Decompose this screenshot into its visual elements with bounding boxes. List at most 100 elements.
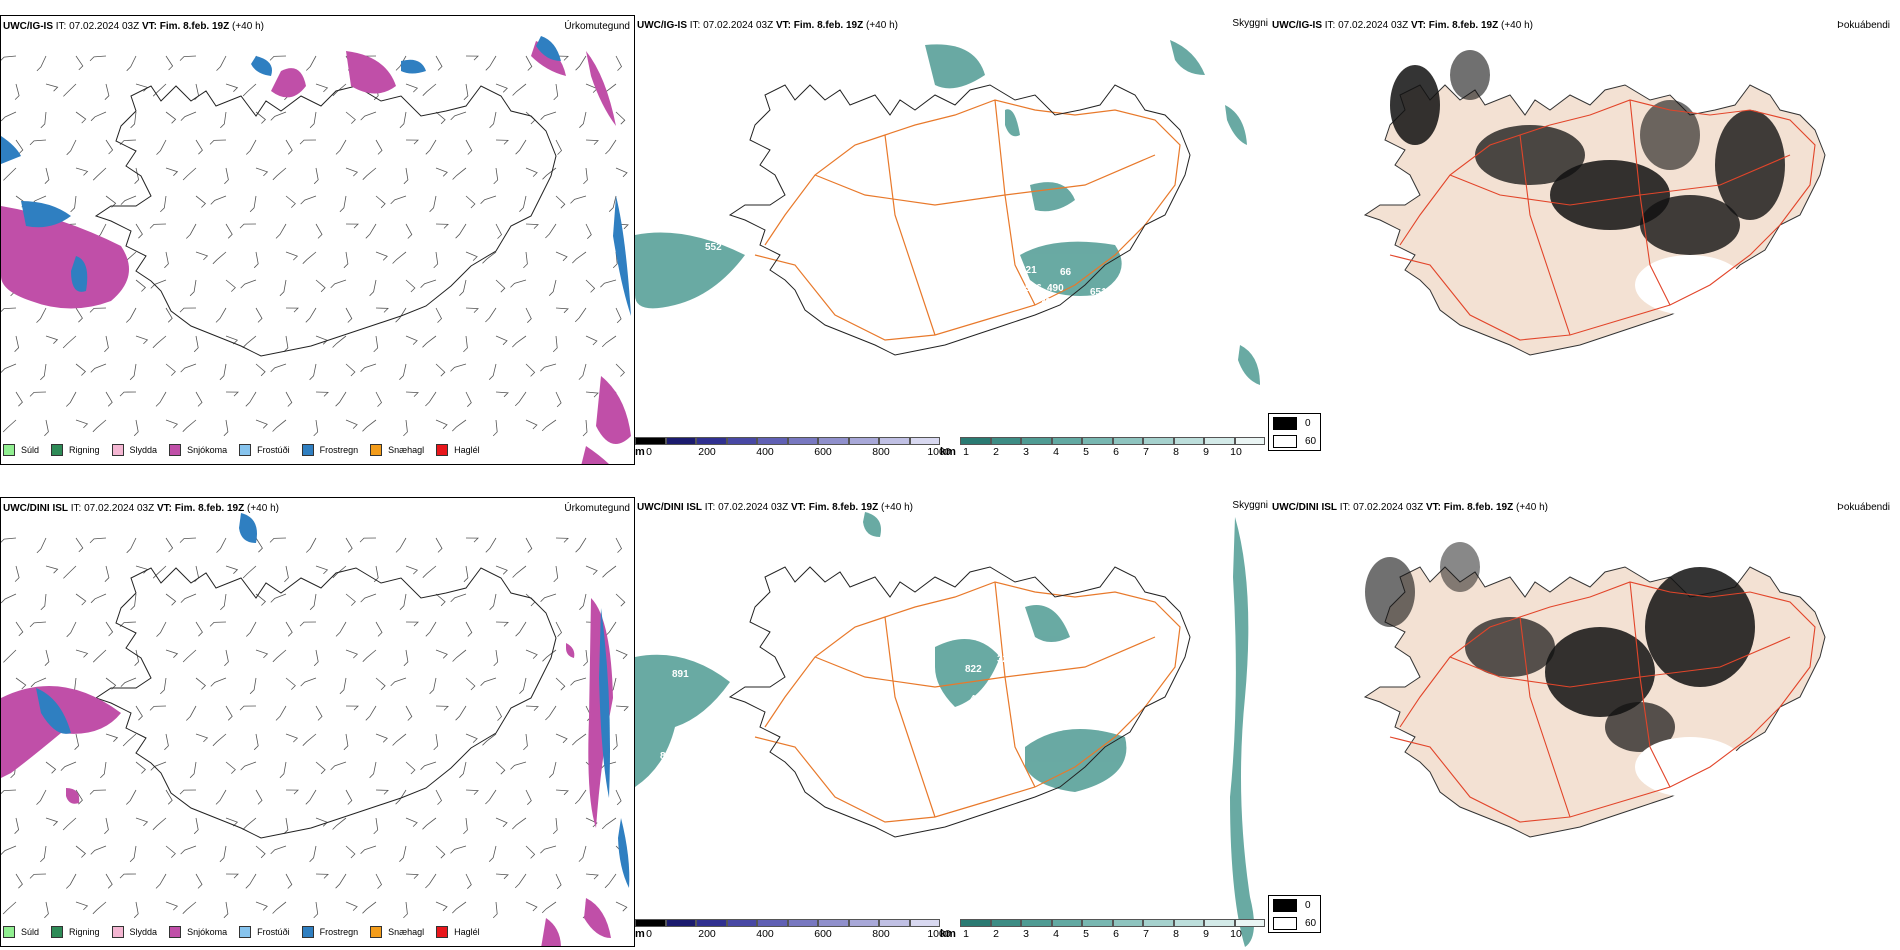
panel-title: UWC/IG-IS IT: 07.02.2024 03Z VT: Fim. 8.…: [3, 21, 264, 32]
panel-type-label: Úrkomutegund: [564, 21, 630, 32]
swatch: [301, 444, 314, 456]
swatch: [111, 444, 124, 456]
swatch: [239, 926, 252, 938]
swatch: [3, 926, 15, 938]
legend-item: Snæhagl: [370, 444, 424, 456]
snow-areas: [1, 598, 613, 946]
panel-title: UWC/DINI ISL IT: 07.02.2024 03Z VT: Fim.…: [637, 502, 913, 513]
panel-type-label: Skyggni: [1232, 18, 1268, 29]
legend-item: Frostregn: [301, 444, 358, 456]
legend-item: Slydda: [111, 444, 157, 456]
glacier-white: [1635, 255, 1745, 315]
panel-title: UWC/IG-IS IT: 07.02.2024 03Z VT: Fim. 8.…: [637, 20, 898, 31]
panel-type-label: Skyggni: [1232, 500, 1268, 511]
iceland-outline: [728, 84, 1191, 356]
visibility-value-label: 576: [1025, 283, 1042, 294]
swatch: [169, 444, 182, 456]
wind-barb: [1, 55, 629, 437]
swatch: [51, 444, 64, 456]
visibility-value-label: 09: [1050, 671, 1062, 682]
low-visibility-areas: [635, 40, 1260, 385]
swatch: [169, 926, 182, 938]
legend-item: Snjókoma: [169, 444, 227, 456]
wind-barbs: [1, 55, 629, 437]
wind-barb: [1, 537, 629, 919]
road-network: [754, 581, 1181, 823]
fog-panel-row2: UWC/DINI ISL IT: 07.02.2024 03Z VT: Fim.…: [1270, 497, 1900, 947]
visibility-value-label: 651: [1090, 287, 1107, 298]
legend-item: Rigning: [51, 444, 100, 456]
swatch: [370, 926, 383, 938]
road-network: [1389, 99, 1816, 341]
panel-title: UWC/DINI ISL IT: 07.02.2024 03Z VT: Fim.…: [3, 503, 279, 514]
legend-item: Súld: [3, 926, 39, 938]
legend-item: Súld: [3, 444, 39, 456]
fog-patches: [1390, 50, 1785, 255]
panel-title: UWC/DINI ISL IT: 07.02.2024 03Z VT: Fim.…: [1272, 502, 1548, 513]
precip-type-panel-row2: UWC/DINI ISL IT: 07.02.2024 03Z VT: Fim.…: [0, 497, 635, 947]
visibility-value-label: 822: [965, 664, 982, 675]
swatch: [239, 444, 252, 456]
fog-legend-row2: 0 60: [1268, 895, 1322, 933]
road-network: [1389, 581, 1816, 823]
wind-barbs: [1, 537, 629, 919]
visibility-panel-row1: UWC/IG-IS IT: 07.02.2024 03Z VT: Fim. 8.…: [635, 15, 1270, 465]
fog-panel-row1: UWC/IG-IS IT: 07.02.2024 03Z VT: Fim. 8.…: [1270, 15, 1900, 465]
visibility-map: 552 421 576 490 304 651 66: [635, 40, 1260, 385]
legend-item: Frostregn: [301, 926, 358, 938]
visibility-value-label: 847: [660, 751, 677, 762]
fog-map: [1363, 542, 1826, 838]
visibility-map: 891 847 822 49 327 09: [635, 512, 1254, 947]
legend-item: Haglél: [436, 926, 480, 938]
swatch: [436, 926, 449, 938]
low-visibility-areas: [635, 512, 1254, 947]
visibility-value-label: 66: [1060, 267, 1072, 278]
panel-title: UWC/IG-IS IT: 07.02.2024 03Z VT: Fim. 8.…: [1272, 20, 1533, 31]
precip-type-panel-row1: UWC/IG-IS IT: 07.02.2024 03Z VT: Fim. 8.…: [0, 15, 635, 465]
legend-item: Snjókoma: [169, 926, 227, 938]
precip-legend: Súld Rigning Slydda Snjókoma Frostúði Fr…: [3, 926, 492, 938]
legend-item: Slydda: [111, 926, 157, 938]
fog-legend-row1: 0 60: [1268, 413, 1322, 451]
unit-km: km: [940, 446, 956, 458]
legend-item: Frostúði: [239, 926, 290, 938]
legend-item: Rigning: [51, 926, 100, 938]
vis-colorbar-km: [960, 919, 1265, 927]
swatch: [370, 444, 383, 456]
swatch: [301, 926, 314, 938]
iceland-outline: [728, 566, 1191, 838]
legend-item: Snæhagl: [370, 926, 424, 938]
visibility-value-label: 891: [672, 669, 689, 680]
unit-m: m: [635, 446, 645, 458]
fog-patches: [1365, 542, 1755, 752]
panel-type-label: Þokuábendi: [1837, 502, 1890, 513]
road-network: [754, 99, 1181, 341]
visibility-panel-row2: UWC/DINI ISL IT: 07.02.2024 03Z VT: Fim.…: [635, 497, 1270, 947]
swatch: [51, 926, 64, 938]
visibility-labels: 891 847 822 49 327 09: [660, 654, 1062, 762]
visibility-value-label: 490: [1047, 283, 1064, 294]
swatch: [436, 444, 449, 456]
iceland-outline: [94, 567, 557, 839]
visibility-value-label: 49: [970, 694, 982, 705]
visibility-value-label: 327: [997, 654, 1014, 665]
visibility-labels: 552 421 576 490 304 651 66: [705, 242, 1107, 308]
visibility-value-label: 552: [705, 242, 722, 253]
swatch: [111, 926, 124, 938]
panel-type-label: Úrkomutegund: [564, 503, 630, 514]
freezing-rain-areas: [1, 36, 631, 316]
vis-colorbar-m: [635, 437, 940, 445]
panel-type-label: Þokuábendi: [1837, 20, 1890, 31]
visibility-value-label: 421: [1020, 265, 1037, 276]
vis-colorbar-km: [960, 437, 1265, 445]
visibility-value-label: 304: [1040, 297, 1057, 308]
vis-colorbar-m: [635, 919, 940, 927]
unit-km: km: [940, 928, 956, 940]
precip-legend: Súld Rigning Slydda Snjókoma Frostúði Fr…: [3, 444, 492, 456]
swatch: [3, 444, 15, 456]
precip-map: [1, 513, 630, 946]
legend-item: Haglél: [436, 444, 480, 456]
legend-item: Frostúði: [239, 444, 290, 456]
iceland-outline: [94, 85, 557, 357]
glacier-white: [1635, 737, 1745, 797]
